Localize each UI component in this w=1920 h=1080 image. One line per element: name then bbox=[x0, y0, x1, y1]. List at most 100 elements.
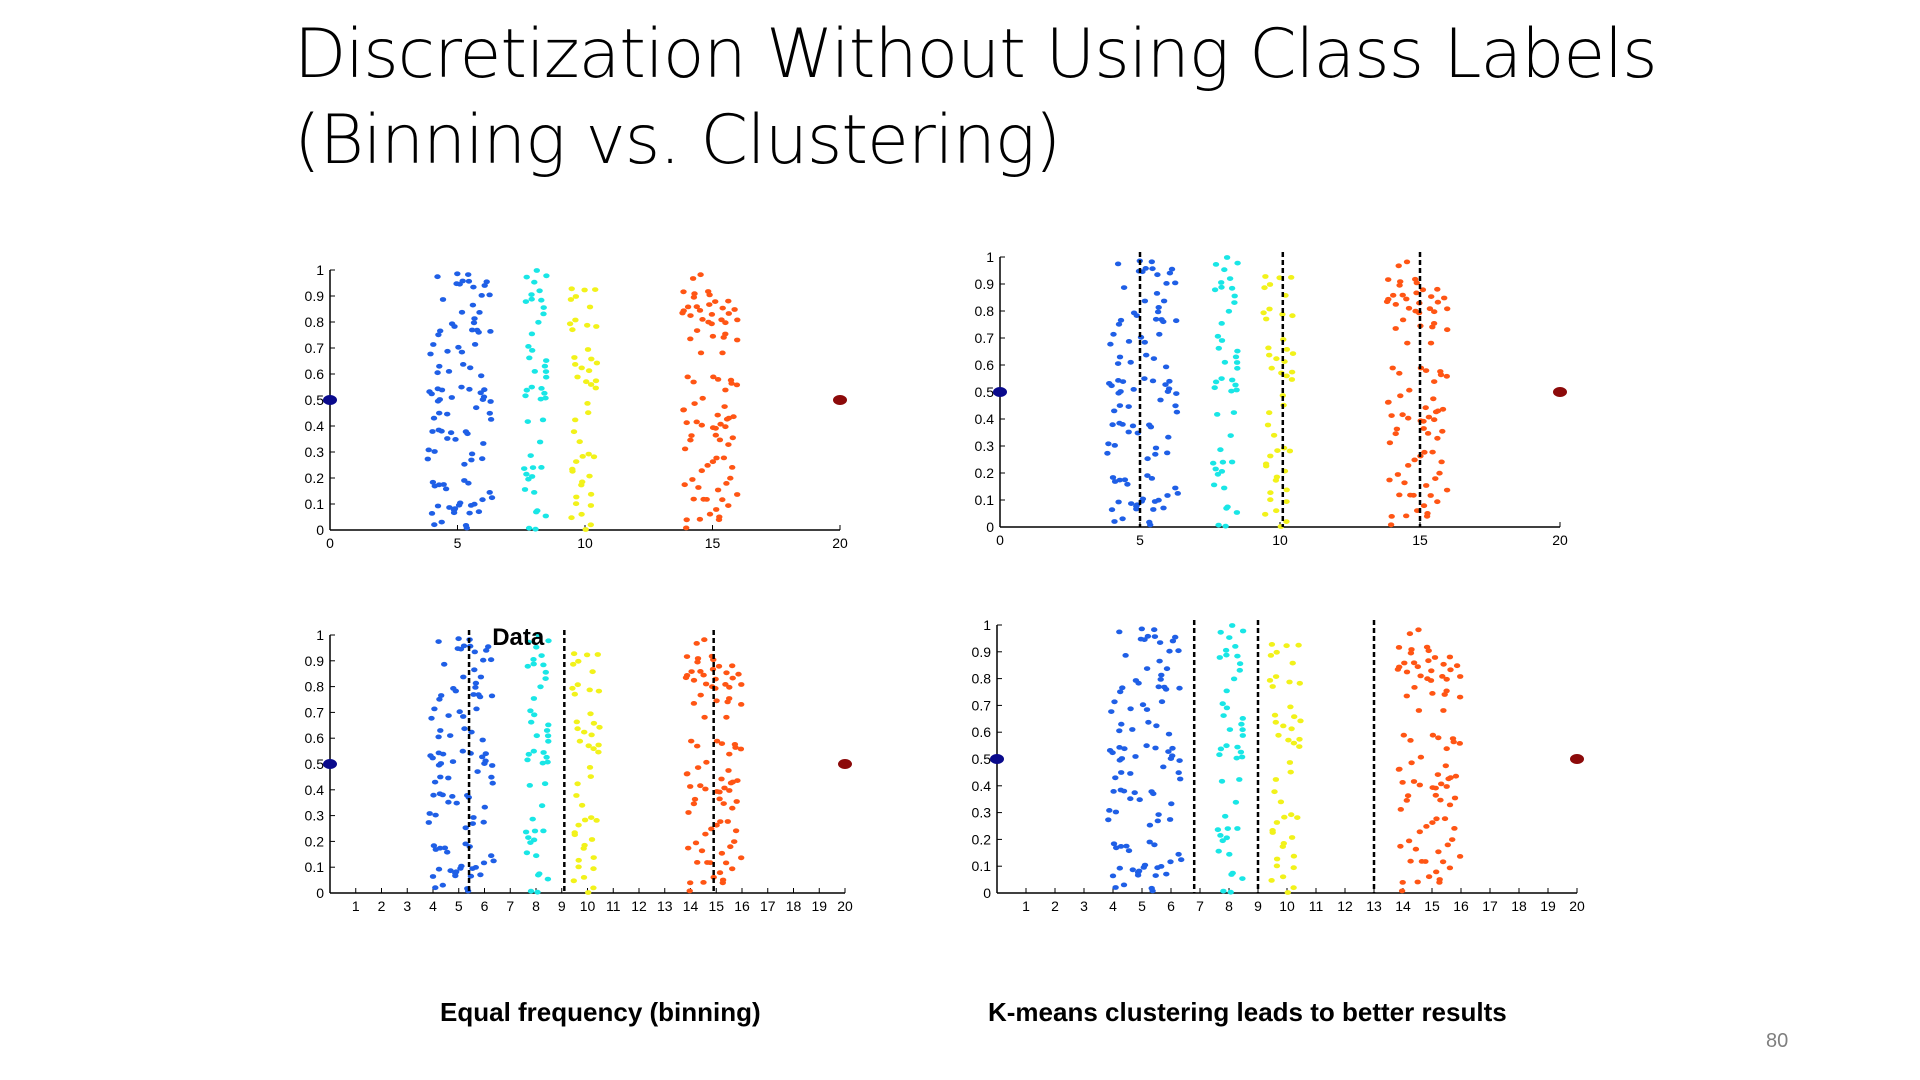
scatter-point bbox=[1118, 770, 1125, 775]
scatter-point bbox=[526, 783, 533, 788]
scatter-point bbox=[1225, 308, 1233, 314]
scatter-point bbox=[1111, 519, 1118, 524]
scatter-point bbox=[726, 684, 733, 690]
scatter-point bbox=[1226, 276, 1234, 281]
scatter-point bbox=[1143, 707, 1151, 712]
scatter-point bbox=[1214, 471, 1222, 477]
scatter-point bbox=[696, 516, 704, 522]
scatter-point bbox=[476, 310, 483, 315]
scatter-point bbox=[1116, 865, 1123, 871]
scatter-point bbox=[481, 804, 488, 810]
scatter-point bbox=[1112, 885, 1119, 890]
scatter-point bbox=[586, 304, 594, 310]
scatter-point bbox=[1283, 643, 1290, 649]
scatter-point bbox=[460, 674, 467, 680]
scatter-point bbox=[463, 525, 470, 531]
x-tick-label: 18 bbox=[1511, 898, 1527, 914]
scatter-point bbox=[1164, 389, 1172, 394]
scatter-point bbox=[722, 424, 729, 430]
scatter-point bbox=[727, 844, 734, 850]
scatter-point bbox=[588, 815, 595, 820]
scatter-point bbox=[1389, 365, 1396, 371]
scatter-point bbox=[1175, 648, 1182, 654]
scatter-point bbox=[589, 669, 596, 675]
scatter-point bbox=[439, 882, 446, 888]
scatter-point bbox=[1407, 492, 1414, 498]
scatter-point bbox=[527, 888, 535, 894]
scatter-point bbox=[1288, 726, 1295, 732]
scatter-point bbox=[593, 818, 600, 823]
scatter-point bbox=[1135, 868, 1143, 874]
scatter-point bbox=[1386, 440, 1394, 446]
scatter-point bbox=[705, 319, 712, 325]
scatter-point bbox=[724, 699, 731, 705]
scatter-point bbox=[1169, 745, 1176, 751]
scatter-point bbox=[1387, 522, 1395, 528]
scatter-point bbox=[1403, 513, 1410, 519]
scatter-point bbox=[462, 429, 470, 435]
scatter-point bbox=[1424, 676, 1431, 682]
scatter-point bbox=[1108, 709, 1115, 714]
scatter-point bbox=[571, 355, 578, 360]
scatter-point bbox=[473, 706, 480, 712]
scatter-point bbox=[1273, 856, 1281, 862]
scatter-point bbox=[1143, 352, 1150, 358]
scatter-point bbox=[452, 688, 459, 694]
scatter-point bbox=[735, 671, 742, 677]
scatter-point bbox=[1154, 865, 1161, 871]
scatter-point bbox=[1163, 281, 1170, 286]
scatter-point bbox=[1444, 306, 1451, 312]
scatter-point bbox=[1226, 851, 1233, 857]
scatter-point bbox=[1167, 859, 1174, 865]
scatter-point bbox=[1427, 340, 1435, 346]
scatter-point bbox=[431, 483, 438, 489]
scatter-point bbox=[712, 432, 719, 438]
scatter-point bbox=[687, 880, 694, 886]
x-tick-label: 20 bbox=[1552, 532, 1568, 548]
scatter-point bbox=[1408, 647, 1415, 652]
scatter-point bbox=[540, 828, 547, 834]
scatter-point bbox=[1283, 373, 1290, 379]
scatter-point bbox=[1410, 660, 1418, 666]
scatter-point bbox=[437, 328, 444, 334]
x-tick-label: 10 bbox=[580, 898, 596, 914]
scatter-point bbox=[1420, 426, 1427, 431]
scatter-point bbox=[694, 743, 701, 749]
scatter-point bbox=[1111, 443, 1118, 448]
scatter-point bbox=[1273, 508, 1280, 514]
scatter-point bbox=[543, 273, 550, 279]
scatter-point bbox=[1395, 263, 1402, 269]
scatter-point bbox=[723, 670, 730, 676]
scatter-point bbox=[734, 317, 741, 323]
scatter-point bbox=[1417, 754, 1425, 760]
scatter-point bbox=[588, 837, 596, 842]
scatter-point bbox=[690, 677, 698, 683]
scatter-point bbox=[1234, 744, 1241, 750]
scatter-point bbox=[1268, 365, 1275, 371]
scatter-point bbox=[684, 304, 692, 310]
scatter-point bbox=[458, 309, 466, 315]
scatter-point bbox=[568, 515, 575, 521]
y-tick-label: 1 bbox=[316, 627, 324, 643]
x-tick-label: 2 bbox=[1051, 898, 1059, 914]
scatter-point bbox=[1221, 267, 1228, 273]
scatter-point bbox=[1286, 448, 1294, 454]
x-tick-label: 8 bbox=[532, 898, 540, 914]
scatter-point bbox=[687, 313, 694, 318]
scatter-point bbox=[480, 657, 487, 663]
scatter-point bbox=[1234, 365, 1241, 371]
scatter-point bbox=[578, 365, 585, 371]
scatter-point bbox=[1156, 331, 1163, 337]
scatter-point bbox=[542, 669, 549, 675]
scatter-point bbox=[1268, 642, 1276, 647]
scatter-point bbox=[531, 828, 539, 834]
scatter-point bbox=[726, 788, 733, 793]
scatter-point bbox=[1234, 653, 1241, 659]
scatter-point bbox=[572, 362, 579, 367]
scatter-point bbox=[1110, 789, 1117, 794]
x-tick-label: 13 bbox=[1366, 898, 1382, 914]
scatter-point bbox=[1139, 496, 1147, 502]
scatter-point bbox=[1429, 324, 1436, 330]
y-tick-label: 0.4 bbox=[972, 778, 992, 794]
scatter-point bbox=[445, 799, 452, 805]
